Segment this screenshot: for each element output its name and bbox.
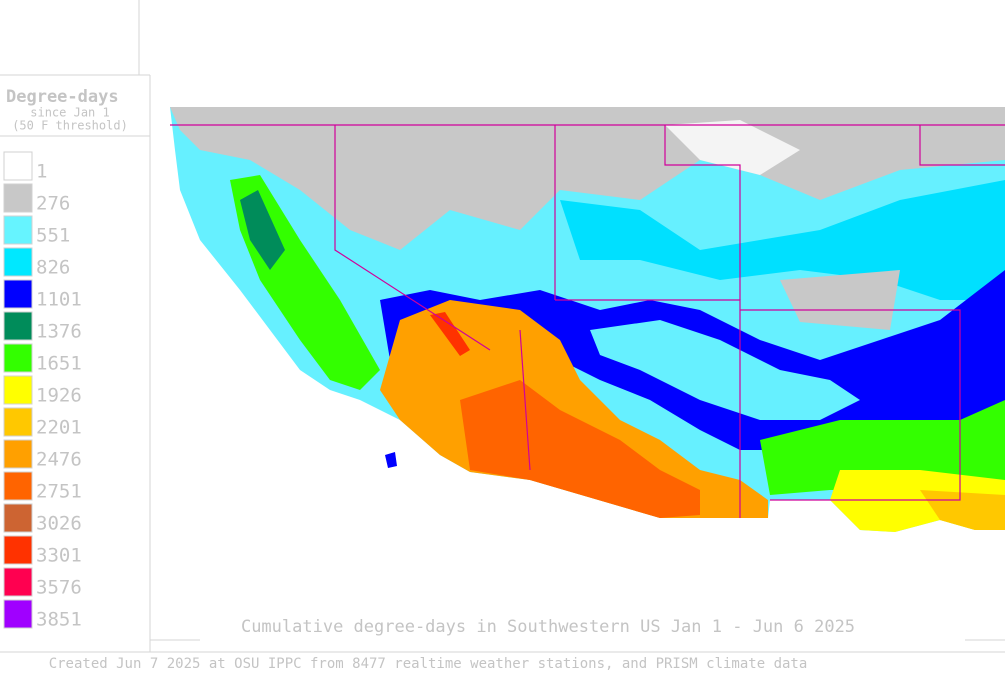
region-gray xyxy=(780,270,900,330)
map-caption: Cumulative degree-days in Southwestern U… xyxy=(241,617,855,637)
legend-swatch xyxy=(3,599,33,629)
legend-label: 3301 xyxy=(36,545,82,567)
legend-swatch xyxy=(3,183,33,213)
frame xyxy=(0,0,1005,653)
legend-swatch xyxy=(3,567,33,597)
legend-swatch xyxy=(3,471,33,501)
legend-label: 3851 xyxy=(36,609,82,631)
legend-swatch xyxy=(3,503,33,533)
island xyxy=(385,452,397,468)
legend-swatch xyxy=(3,439,33,469)
legend-title: Degree-days xyxy=(6,87,119,107)
region-darkorange xyxy=(460,380,700,518)
legend-label: 826 xyxy=(36,257,70,279)
legend-swatch xyxy=(3,311,33,341)
legend-swatch xyxy=(3,279,33,309)
legend-subtitle: since Jan 1 xyxy=(30,106,109,120)
legend-swatch xyxy=(3,247,33,277)
region-darkgreen xyxy=(240,190,285,270)
legend-swatch xyxy=(3,375,33,405)
legend-swatch xyxy=(3,407,33,437)
region-white xyxy=(665,120,800,175)
legend-label: 1101 xyxy=(36,289,82,311)
legend: 1 276 551 826 1101 1376 1651 1926 2201 2476 2751 30… xyxy=(3,151,82,631)
legend-swatch xyxy=(3,151,33,181)
region-red xyxy=(430,312,470,356)
region-gray xyxy=(170,107,1005,250)
legend-swatch xyxy=(3,535,33,565)
legend-label: 276 xyxy=(36,193,70,215)
legend-swatch xyxy=(3,343,33,373)
legend-label: 2201 xyxy=(36,417,82,439)
state-borders xyxy=(170,124,1005,518)
legend-label: 1 xyxy=(36,161,47,183)
legend-label: 2476 xyxy=(36,449,82,471)
region-cyan-inner xyxy=(590,320,860,420)
footer: Created Jun 7 2025 at OSU IPPC from 8477… xyxy=(49,656,808,672)
legend-label: 1376 xyxy=(36,321,82,343)
legend-label: 3026 xyxy=(36,513,82,535)
legend-label: 551 xyxy=(36,225,70,247)
legend-threshold: (50 F threshold) xyxy=(12,119,128,133)
legend-label: 1651 xyxy=(36,353,82,375)
region-cyan-dark xyxy=(560,180,1005,300)
legend-swatch xyxy=(3,215,33,245)
map xyxy=(170,107,1005,532)
legend-label: 3576 xyxy=(36,577,82,599)
legend-label: 2751 xyxy=(36,481,82,503)
legend-label: 1926 xyxy=(36,385,82,407)
